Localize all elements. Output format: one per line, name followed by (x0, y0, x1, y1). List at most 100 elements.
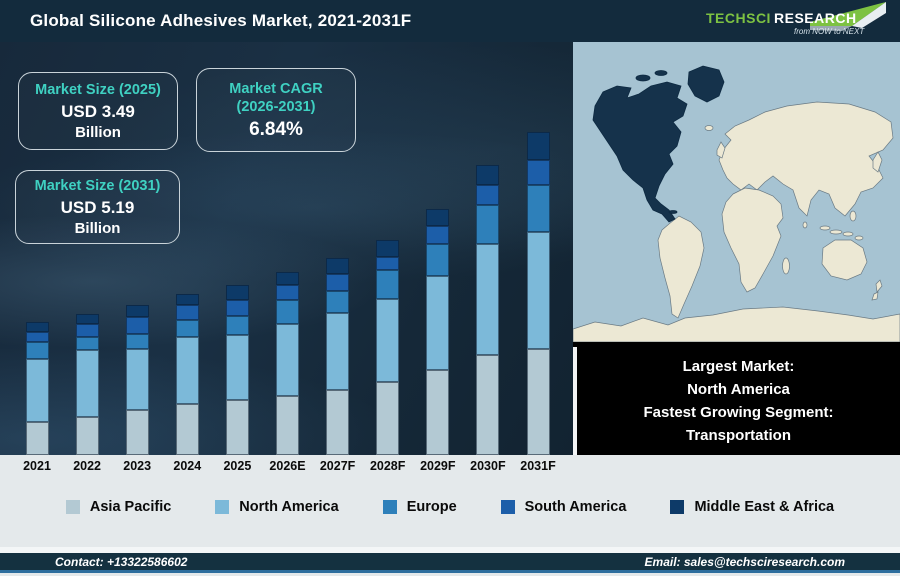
x-axis-label: 2021 (23, 459, 51, 473)
legend-item: Middle East & Africa (670, 499, 834, 515)
bar-segment (225, 400, 249, 455)
bar-segment (125, 317, 149, 334)
legend-item: South America (500, 499, 627, 515)
largest-market-note: Largest Market: North America Fastest Gr… (573, 347, 900, 455)
bar-segment (526, 349, 550, 455)
x-axis-labels: 2021 2022 2023 2024 2025 2026E 2027F 2028F 2029F… (0, 455, 573, 479)
bar-segment (25, 342, 49, 359)
bar-segment (175, 337, 199, 404)
x-axis-label: 2023 (123, 459, 152, 473)
bar-segment (326, 390, 350, 455)
bar-segment (125, 334, 149, 349)
bar-segment (426, 226, 450, 244)
legend: Asia Pacific North America Europe South Ame… (0, 499, 900, 515)
x-axis-label: 2031F (520, 459, 556, 473)
bar-2029F (426, 209, 450, 455)
bar-segment (25, 322, 49, 332)
header: Global Silicone Adhesives Market, 2021-2… (0, 0, 900, 42)
legend-item: Asia Pacific (65, 499, 172, 515)
svg-text:from NOW to NEXT: from NOW to NEXT (794, 27, 865, 36)
bar-2025 (225, 285, 249, 455)
bar-2028F (376, 240, 400, 455)
legend-label: Middle East & Africa (694, 499, 835, 515)
map-greenland-highlight (687, 65, 725, 103)
bar-segment (526, 232, 550, 349)
bar-segment (276, 300, 299, 324)
footer: Contact: +13322586602 Email: sales@techs… (0, 553, 900, 573)
bar-segment (125, 410, 149, 455)
bar-segment (376, 270, 400, 299)
bar-2027F (326, 258, 350, 455)
email-text: Email: sales@techsciresearch.com (644, 554, 845, 569)
bar-segment (426, 209, 450, 226)
bar-segment (426, 244, 450, 276)
legend-label: Europe (406, 499, 457, 515)
bar-segment (526, 185, 550, 232)
bar-2024 (175, 294, 199, 455)
bar-segment (25, 359, 49, 422)
map-eurasia (718, 101, 894, 217)
card-value: USD 5.19 (60, 198, 135, 217)
bar-segment (225, 300, 249, 316)
bar-segment (326, 313, 350, 390)
bar-segment (326, 274, 350, 291)
bar-segment (75, 350, 99, 417)
legend-label: Asia Pacific (89, 499, 172, 515)
bar-segment (225, 335, 249, 400)
legend-item: Europe (382, 499, 457, 515)
x-axis-label: 2022 (73, 459, 101, 473)
x-axis-label: 2030F (470, 459, 506, 473)
legend-swatch-icon (670, 500, 685, 514)
legend-swatch-icon (215, 500, 230, 514)
x-axis-label: 2027F (319, 459, 356, 473)
world-map (572, 42, 900, 343)
bar-segment (75, 314, 99, 324)
legend-swatch-icon (382, 500, 397, 514)
bar-segment (75, 417, 99, 455)
card-label: Market CAGR (229, 80, 323, 97)
bar-segment (476, 185, 500, 205)
bar-segment (276, 396, 299, 455)
bar-segment (326, 258, 350, 274)
note-line: Transportation (685, 427, 791, 444)
bar-segment (526, 160, 550, 185)
chart-panel: Market Size (2025) USD 3.49 Billion Mark… (0, 42, 573, 455)
contact-text: Contact: +13322586602 (55, 554, 188, 569)
bar-segment (476, 205, 500, 244)
legend-item: North America (215, 499, 339, 515)
market-size-2025-card: Market Size (2025) USD 3.49 Billion (18, 72, 178, 150)
bar-segment (376, 299, 400, 382)
bar-2022 (75, 314, 99, 455)
legend-label: North America (239, 499, 339, 515)
techsci-logo-graphic: TECHSCI RESEARCH from NOW to NEXT (706, 1, 886, 36)
bar-segment (125, 305, 149, 317)
bar-segment (476, 165, 500, 185)
bars-layer (0, 42, 573, 455)
x-axis-label: 2026E (269, 459, 306, 473)
card-unit: Billion (75, 124, 121, 141)
bar-segment (476, 244, 500, 355)
card-value: 6.84% (249, 118, 303, 140)
map-africa (721, 187, 784, 293)
svg-text:TECHSCI: TECHSCI (706, 10, 771, 26)
legend-swatch-icon (500, 500, 515, 514)
bar-segment (426, 276, 450, 370)
bar-segment (125, 349, 149, 410)
bar-segment (75, 324, 99, 337)
bar-segment (225, 316, 249, 335)
note-line: Largest Market: (682, 358, 795, 375)
bar-segment (25, 332, 49, 342)
note-line: Fastest Growing Segment: (643, 404, 834, 421)
bar-segment (75, 337, 99, 350)
card-sublabel: (2026-2031) (236, 98, 316, 115)
bar-segment (25, 422, 49, 455)
market-cagr-card: Market CAGR (2026-2031) 6.84% (196, 68, 356, 152)
legend-swatch-icon (65, 500, 80, 514)
bar-segment (426, 370, 450, 455)
legend-label: South America (524, 499, 627, 515)
bar-segment (225, 285, 249, 300)
page-title: Global Silicone Adhesives Market, 2021-2… (30, 11, 412, 30)
bar-2030F (476, 165, 500, 455)
right-panel: Largest Market: North America Fastest Gr… (572, 42, 900, 455)
